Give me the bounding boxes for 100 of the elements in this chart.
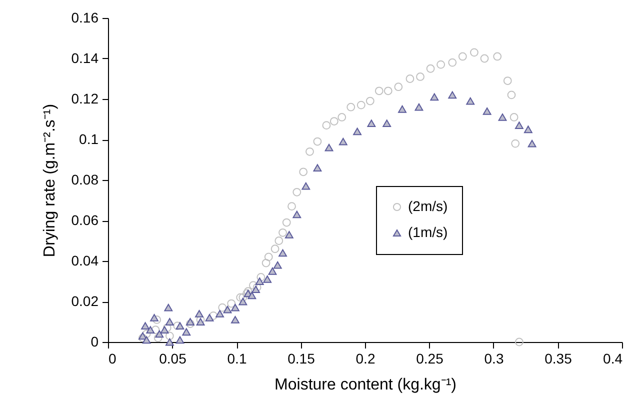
point bbox=[448, 91, 457, 99]
point bbox=[264, 252, 273, 262]
point bbox=[186, 318, 194, 326]
y-tick-label: 0.02 bbox=[71, 293, 99, 309]
point bbox=[278, 249, 287, 257]
point bbox=[416, 72, 424, 81]
point bbox=[256, 273, 266, 282]
point bbox=[299, 168, 308, 176]
legend-label: (2m/s) bbox=[408, 198, 448, 214]
y-tick-label: 0.04 bbox=[71, 252, 99, 268]
point bbox=[374, 86, 384, 96]
y-axis-title: Drying rate (g.m⁻².s⁻¹) bbox=[41, 104, 58, 258]
legend-label: (1m/s) bbox=[408, 224, 448, 240]
point bbox=[384, 86, 392, 96]
point bbox=[524, 126, 532, 134]
point bbox=[528, 140, 536, 148]
x-tick-label: 0 bbox=[108, 350, 116, 366]
point bbox=[176, 336, 184, 344]
point bbox=[182, 328, 191, 336]
x-axis-title: Moisture content (kg.kg⁻¹) bbox=[274, 376, 456, 394]
point bbox=[255, 278, 264, 285]
point bbox=[262, 258, 270, 268]
point bbox=[142, 336, 151, 344]
point bbox=[176, 322, 184, 330]
point bbox=[346, 102, 356, 112]
point bbox=[216, 310, 224, 318]
x-tick-label: 0.3 bbox=[484, 350, 504, 366]
point bbox=[306, 147, 314, 156]
point bbox=[273, 261, 282, 269]
point bbox=[292, 210, 302, 218]
x-tick-label: 0.4 bbox=[603, 350, 623, 366]
point bbox=[482, 107, 492, 115]
point bbox=[302, 182, 310, 190]
point bbox=[141, 322, 150, 330]
point bbox=[150, 314, 158, 322]
point bbox=[186, 320, 194, 328]
point bbox=[510, 113, 518, 122]
point bbox=[270, 244, 280, 254]
point bbox=[356, 100, 366, 110]
point bbox=[313, 164, 322, 172]
point bbox=[231, 304, 240, 312]
point bbox=[430, 93, 439, 101]
point bbox=[227, 299, 236, 308]
point bbox=[238, 293, 248, 302]
point bbox=[493, 52, 502, 61]
point bbox=[514, 338, 524, 346]
point bbox=[146, 326, 155, 334]
point bbox=[511, 139, 520, 148]
point bbox=[209, 311, 218, 320]
y-tick-label: 0.1 bbox=[79, 131, 99, 147]
point bbox=[367, 120, 376, 128]
point bbox=[353, 128, 362, 136]
point bbox=[236, 293, 245, 302]
point bbox=[154, 334, 162, 342]
point bbox=[138, 332, 147, 340]
point bbox=[223, 306, 232, 314]
point bbox=[382, 120, 392, 128]
point bbox=[196, 318, 205, 326]
point bbox=[507, 90, 516, 100]
point bbox=[366, 96, 374, 106]
y-tick-label: 0.08 bbox=[71, 172, 99, 188]
y-tick-label: 0.14 bbox=[71, 50, 99, 66]
point bbox=[448, 58, 457, 67]
point bbox=[263, 276, 272, 283]
y-tick-label: 0.16 bbox=[71, 10, 99, 26]
point bbox=[330, 117, 338, 126]
point bbox=[436, 60, 446, 69]
point bbox=[165, 338, 174, 346]
point bbox=[503, 76, 512, 85]
point bbox=[151, 326, 160, 334]
point bbox=[466, 97, 475, 105]
x-tick-label: 0.35 bbox=[544, 350, 572, 366]
y-tick-label: 0.12 bbox=[71, 90, 99, 106]
point bbox=[458, 52, 467, 61]
point bbox=[470, 48, 478, 57]
point bbox=[406, 74, 414, 83]
point bbox=[274, 236, 284, 245]
y-tick-label: 0 bbox=[90, 334, 99, 350]
point bbox=[282, 218, 291, 227]
point bbox=[205, 314, 214, 322]
x-tick-label: 0.05 bbox=[159, 350, 187, 366]
point bbox=[284, 230, 294, 238]
x-tick-label: 0.1 bbox=[227, 350, 247, 366]
point bbox=[498, 114, 507, 121]
point bbox=[288, 202, 296, 211]
point bbox=[338, 113, 346, 122]
point bbox=[313, 137, 322, 146]
point bbox=[231, 316, 240, 324]
point bbox=[480, 54, 489, 63]
point bbox=[160, 326, 169, 334]
point bbox=[252, 286, 260, 294]
point bbox=[165, 332, 174, 340]
point bbox=[338, 138, 348, 146]
x-tick-label: 0.25 bbox=[416, 350, 444, 366]
point bbox=[414, 103, 424, 111]
point bbox=[398, 105, 406, 113]
point bbox=[238, 298, 248, 306]
y-tick-label: 0.06 bbox=[71, 212, 99, 228]
point bbox=[322, 121, 331, 130]
point bbox=[248, 281, 258, 290]
